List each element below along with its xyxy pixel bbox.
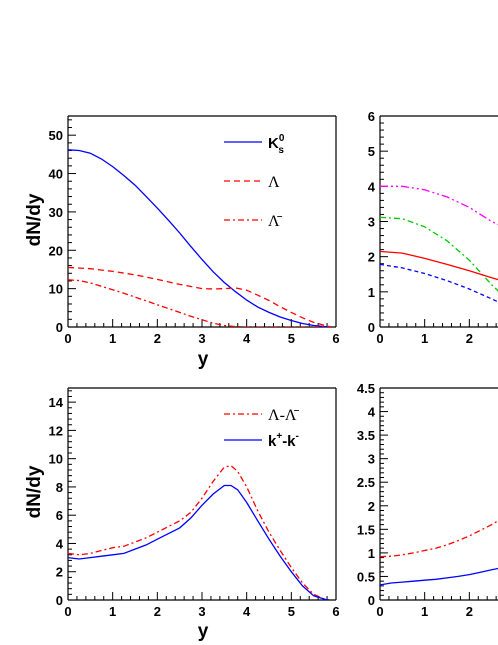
y-tick-label: 3 [368,215,375,230]
x-tick-label: 5 [288,331,295,346]
legend-label-kaon-diff: k+-k- [268,431,299,450]
y-tick-label: 3 [368,452,375,467]
y-tick-label: 2 [368,499,375,514]
y-tick-label: 4 [368,405,376,420]
y-tick-label: 10 [49,452,63,467]
y-tick-label: 1.5 [357,522,375,537]
y-tick-label: 10 [49,282,63,297]
x-axis-label-top-left: y [198,349,209,370]
y-tick-label: 4 [56,536,64,551]
series-line-1 [380,185,498,226]
y-axis-label-bottom-left: dN/dy [24,465,45,518]
series-line-2 [380,216,498,292]
series-line-2 [68,484,330,600]
y-axis-label-top-left: dN/dy [24,193,45,246]
series-line-3 [380,250,498,281]
y-tick-label: 0 [368,320,375,335]
x-axis-label-bottom-left: y [198,621,209,642]
series-line-2 [380,567,498,586]
x-tick-label: 0 [376,604,383,619]
series-line-1 [68,464,330,600]
legend-label-ks0: K0 s [268,133,285,156]
series-line-2 [68,266,332,327]
y-tick-label: 50 [49,128,63,143]
x-tick-label: 2 [466,604,473,619]
panel-top-right: 0 1 2 3 4 5 6 0 1 2 [368,109,498,346]
y-tick-label: 4.5 [357,381,375,396]
series-line-1 [380,520,498,558]
legend-label-antilambda: Λ̄ [268,213,283,230]
y-tick-label: 3.5 [357,428,375,443]
series-group [68,149,332,327]
y-tick-label: 2 [56,565,63,580]
series-group [68,464,330,600]
x-tick-label: 0 [376,331,383,346]
y-tick-label: 30 [49,205,63,220]
y-tick-label: 12 [49,423,63,438]
series-line-4 [380,263,498,303]
y-tick-label: 0.5 [357,569,375,584]
y-tick-label: 1 [368,285,375,300]
y-tick-label: 2 [368,250,375,265]
x-tick-label: 1 [109,604,116,619]
x-tick-label: 1 [421,604,428,619]
legend-label-lambda: Λ [268,174,280,191]
legend-label-lambda-diff: Λ-Λ̄ [268,407,300,424]
x-tick-label: 2 [466,331,473,346]
y-tick-label: 8 [56,480,63,495]
y-tick-label: 14 [49,395,64,410]
y-tick-label: 4 [368,179,376,194]
y-tick-label: 20 [49,243,63,258]
series-group [380,185,498,303]
x-tick-label: 2 [154,604,161,619]
y-tick-label: 6 [56,508,63,523]
y-tick-label: 0 [56,320,63,335]
x-tick-label: 6 [332,604,339,619]
x-tick-label: 6 [332,331,339,346]
y-tick-label: 2.5 [357,475,375,490]
series-line-3 [68,279,332,327]
x-tick-label: 0 [64,604,71,619]
y-tick-label: 0 [56,593,63,608]
x-tick-label: 1 [109,331,116,346]
x-tick-label: 3 [198,604,205,619]
legend-top-left: K0 s Λ Λ̄ [224,133,285,230]
y-tick-label: 5 [368,144,375,159]
panel-bottom-right: 0 0.5 1 1.5 2 2.5 3 3.5 4 4.5 0 1 2 [357,381,498,619]
series-group [380,520,498,586]
x-tick-label: 4 [243,331,251,346]
x-tick-label: 0 [64,331,71,346]
x-tick-label: 1 [421,331,428,346]
x-tick-label: 2 [154,331,161,346]
y-tick-label: 0 [368,593,375,608]
x-tick-label: 5 [288,604,295,619]
y-tick-label: 40 [49,167,63,182]
series-line-1 [68,149,332,327]
x-tick-label: 4 [243,604,251,619]
y-tick-label: 6 [368,109,375,124]
y-tick-label: 1 [368,546,375,561]
x-tick-label: 3 [198,331,205,346]
legend-bottom-left: Λ-Λ̄ k+-k- [224,407,300,450]
panel-top-left: 0 10 20 30 40 50 0 1 2 3 4 5 6 [49,115,340,346]
